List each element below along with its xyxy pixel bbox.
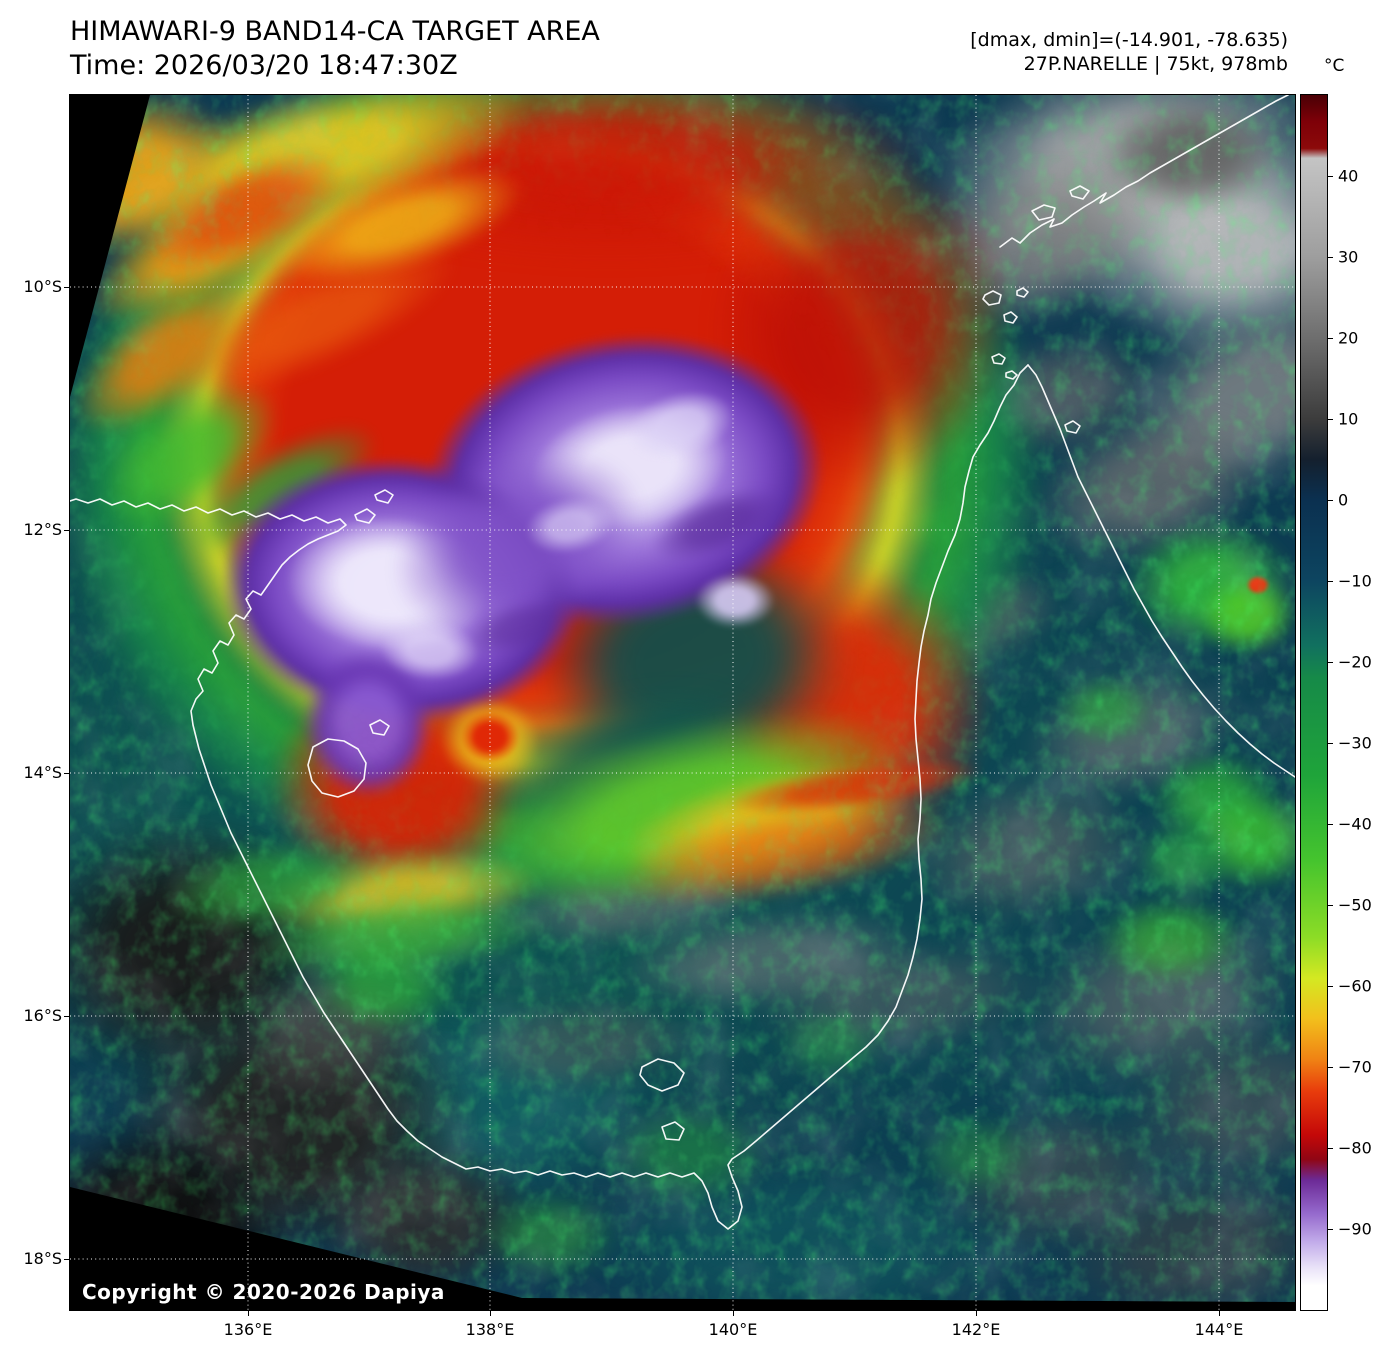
colorbar-tick-label: −50 — [1338, 895, 1372, 915]
lon-tick-label: 136°E — [223, 1320, 273, 1339]
lat-tick-label: 14°S — [23, 763, 62, 782]
cloud-speckle-texture — [70, 95, 1295, 1310]
lat-tick-label: 16°S — [23, 1006, 62, 1025]
graticule — [70, 95, 1295, 1310]
colorbar-tick-label: −90 — [1338, 1219, 1372, 1239]
colorbar-gradient — [1301, 95, 1327, 1310]
colorbar-tick-label: 0 — [1338, 490, 1349, 510]
colorbar-tick-label: −70 — [1338, 1057, 1372, 1077]
colorbar-tick-label: −10 — [1338, 571, 1372, 591]
figure-title: HIMAWARI-9 BAND14-CA TARGET AREA — [70, 16, 600, 47]
lon-tick-label: 138°E — [465, 1320, 515, 1339]
colorbar-tick-label: −20 — [1338, 652, 1372, 672]
colorbar-tick-label: −40 — [1338, 814, 1372, 834]
header-right: [dmax, dmin]=(-14.901, -78.635) 27P.NARE… — [970, 28, 1288, 76]
lon-tick-label: 144°E — [1194, 1320, 1244, 1339]
lat-tick-label: 10°S — [23, 277, 62, 296]
satellite-map: Copyright © 2020-2026 Dapiya — [69, 94, 1296, 1311]
copyright-label: Copyright © 2020-2026 Dapiya — [82, 1280, 445, 1304]
colorbar-tick-label: −60 — [1338, 976, 1372, 996]
lat-tick-label: 18°S — [23, 1249, 62, 1268]
colorbar-tick-label: 40 — [1338, 166, 1359, 186]
colorbar-tick-label: −30 — [1338, 733, 1372, 753]
colorbar-tick-label: 20 — [1338, 328, 1359, 348]
lat-tick-label: 12°S — [23, 520, 62, 539]
dmax-dmin-label: [dmax, dmin]=(-14.901, -78.635) — [970, 29, 1288, 51]
no-data-regions — [70, 95, 1295, 1310]
figure-time: Time: 2026/03/20 18:47:30Z — [70, 50, 458, 81]
colorbar-unit-label: °C — [1324, 56, 1345, 76]
colorbar-tick-label: −80 — [1338, 1138, 1372, 1158]
lon-tick-label: 140°E — [708, 1320, 758, 1339]
storm-info-label: 27P.NARELLE | 75kt, 978mb — [1023, 53, 1288, 75]
coastline — [70, 95, 1295, 1230]
colorbar — [1300, 94, 1328, 1311]
lon-tick-label: 142°E — [951, 1320, 1001, 1339]
colorbar-tick-label: 10 — [1338, 409, 1359, 429]
colorbar-tick-label: 30 — [1338, 247, 1359, 267]
map-overlay — [70, 95, 1295, 1310]
